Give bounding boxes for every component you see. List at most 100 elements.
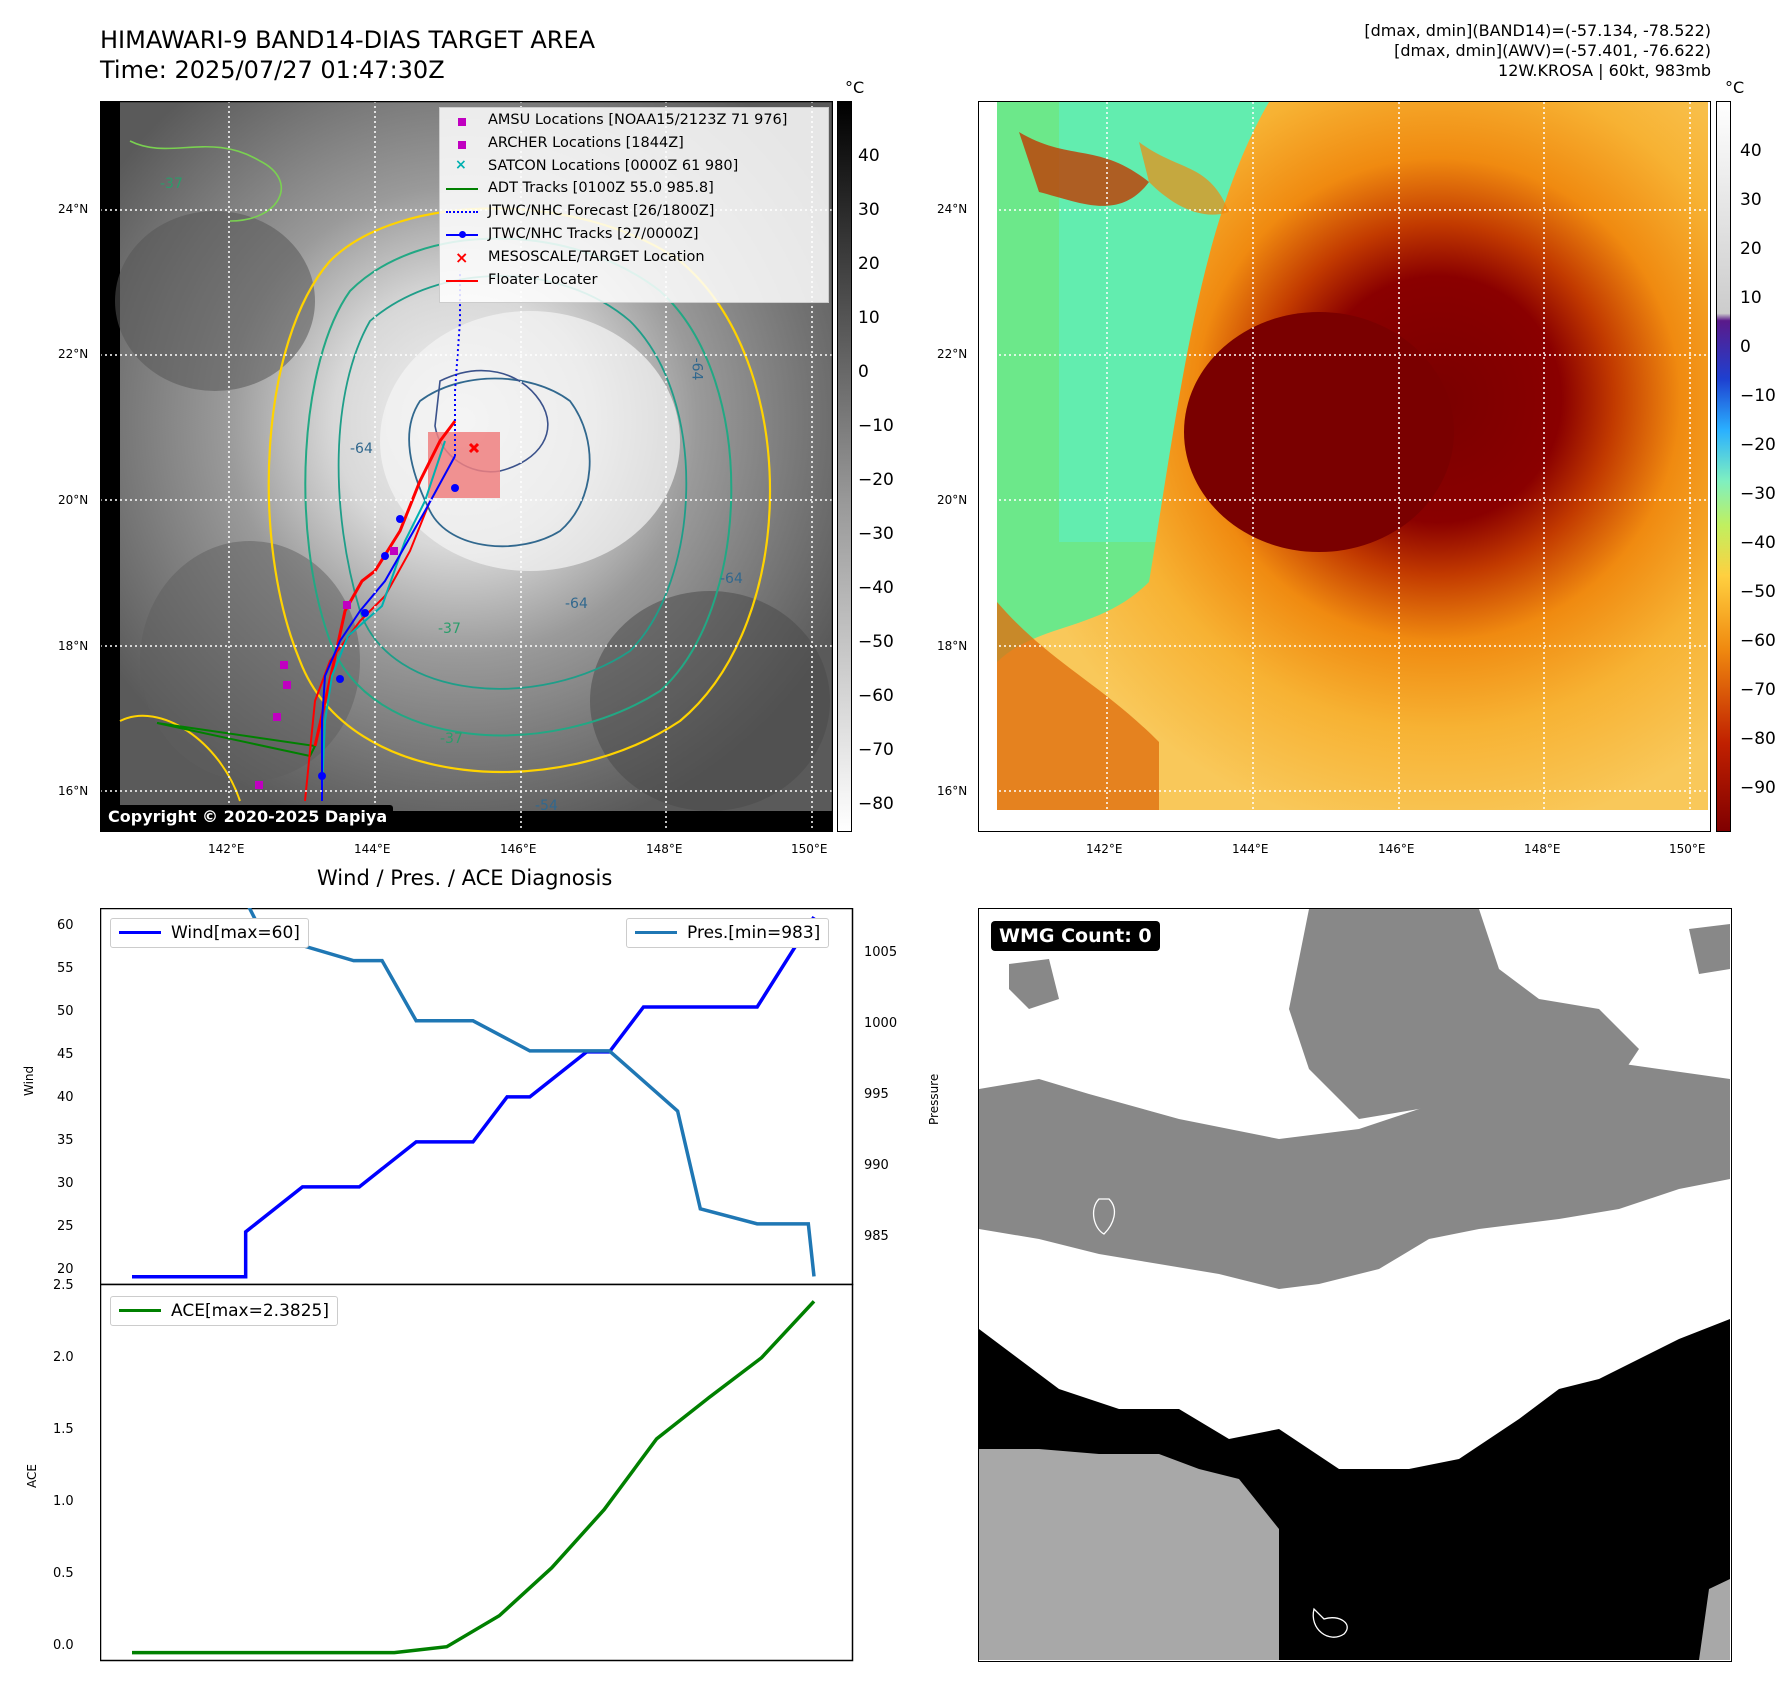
grayscale-colorbar xyxy=(837,101,852,832)
color-colorbar xyxy=(1716,101,1731,832)
pressure-legend: Pres.[min=983] xyxy=(626,918,830,948)
wmg-map-graphic xyxy=(979,909,1730,1660)
lat-label: 16°N xyxy=(937,784,968,798)
colorbar-tick: −30 xyxy=(858,524,894,544)
lat-label: 20°N xyxy=(937,493,968,507)
lon-label: 150°E xyxy=(791,842,828,856)
colorbar-tick: −80 xyxy=(1740,729,1776,749)
colorized-ir-map[interactable] xyxy=(978,101,1711,832)
pressure-tick: 990 xyxy=(864,1158,889,1173)
colorbar-tick: −70 xyxy=(858,740,894,760)
blue-line-icon xyxy=(119,931,161,934)
wind-tick: 60 xyxy=(57,918,74,933)
contour-label: -64 xyxy=(688,357,705,381)
ace-tick: 1.0 xyxy=(53,1494,74,1509)
lon-label: 144°E xyxy=(1232,842,1269,856)
colorbar-tick: −60 xyxy=(1740,631,1776,651)
colorbar-tick: 20 xyxy=(1740,239,1762,259)
lon-label: 142°E xyxy=(208,842,245,856)
blue-dot-icon xyxy=(459,231,466,238)
colorbar-tick: −20 xyxy=(858,470,894,490)
green-line-icon xyxy=(446,188,478,190)
ace-legend: ACE[max=2.3825] xyxy=(110,1296,338,1326)
lon-label: 146°E xyxy=(1378,842,1415,856)
contour-label: -37 xyxy=(440,731,463,747)
colorbar-tick: −90 xyxy=(1740,778,1776,798)
colorbar-tick: 40 xyxy=(1740,141,1762,161)
magenta-square-icon xyxy=(458,141,466,149)
legend-amsu: AMSU Locations [NOAA15/2123Z 71 976] xyxy=(488,112,788,128)
colorbar-unit: °C xyxy=(845,78,865,97)
colorbar-tick: 20 xyxy=(858,254,880,274)
wind-series xyxy=(132,916,816,1279)
ace-frame xyxy=(100,1283,854,1662)
legend-jtwc-forecast: JTWC/NHC Forecast [26/1800Z] xyxy=(488,203,715,219)
colorbar-tick: 40 xyxy=(858,146,880,166)
pressure-legend-label: Pres.[min=983] xyxy=(687,923,821,943)
ace-tick: 2.5 xyxy=(53,1278,74,1293)
ace-tick: 0.5 xyxy=(53,1566,74,1581)
lat-label: 18°N xyxy=(937,639,968,653)
wind-tick: 55 xyxy=(57,961,74,976)
wind-axis-label: Wind xyxy=(22,1065,36,1096)
colorbar-tick: −20 xyxy=(1740,435,1776,455)
red-x-icon: × xyxy=(455,248,469,267)
lon-label: 150°E xyxy=(1669,842,1706,856)
wmg-panel[interactable]: WMG Count: 0 xyxy=(978,908,1732,1662)
colorbar-tick: −60 xyxy=(858,686,894,706)
lat-label: 22°N xyxy=(937,347,968,361)
colorized-map-graphic xyxy=(979,102,1709,830)
lat-label: 24°N xyxy=(937,202,968,216)
lat-label: 18°N xyxy=(58,639,89,653)
diagnosis-chart[interactable] xyxy=(100,908,854,1662)
lon-label: 148°E xyxy=(646,842,683,856)
colorbar-tick: 10 xyxy=(1740,288,1762,308)
ace-tick: 1.5 xyxy=(53,1422,74,1437)
legend-adt: ADT Tracks [0100Z 55.0 985.8] xyxy=(488,180,714,196)
wind-tick: 25 xyxy=(57,1219,74,1234)
steelblue-line-icon xyxy=(635,931,677,934)
ir-grayscale-map[interactable]: -64 -64 -64 -37 -37 -37 -54 -64 AMSU Loc… xyxy=(99,100,834,833)
legend-mesoscale: MESOSCALE/TARGET Location xyxy=(488,249,705,265)
lat-label: 20°N xyxy=(58,493,89,507)
lon-label: 142°E xyxy=(1086,842,1123,856)
wind-tick: 30 xyxy=(57,1176,74,1191)
colorbar-tick: −40 xyxy=(858,578,894,598)
colorbar-tick: −10 xyxy=(858,416,894,436)
lat-label: 16°N xyxy=(58,784,89,798)
legend-archer: ARCHER Locations [1844Z] xyxy=(488,135,684,151)
page-title: HIMAWARI-9 BAND14-DIAS TARGET AREA xyxy=(100,26,596,54)
colorbar-tick: 10 xyxy=(858,308,880,328)
magenta-square-icon xyxy=(458,118,466,126)
contour-label: -64 xyxy=(350,441,373,457)
colorbar-tick: −30 xyxy=(1740,484,1776,504)
wind-tick: 20 xyxy=(57,1262,74,1277)
pressure-tick: 985 xyxy=(864,1229,889,1244)
green-line-icon xyxy=(119,1309,161,1312)
ace-legend-label: ACE[max=2.3825] xyxy=(171,1301,329,1321)
pressure-tick: 995 xyxy=(864,1087,889,1102)
lon-label: 144°E xyxy=(354,842,391,856)
contour-label: -37 xyxy=(160,176,183,192)
lon-label: 146°E xyxy=(500,842,537,856)
ace-series xyxy=(132,1300,816,1655)
colorbar-tick: 0 xyxy=(1740,337,1751,357)
colorbar-tick: −10 xyxy=(1740,386,1776,406)
lat-label: 22°N xyxy=(58,347,89,361)
colorbar-tick: −50 xyxy=(858,632,894,652)
wind-legend: Wind[max=60] xyxy=(110,918,309,948)
diagnosis-title: Wind / Pres. / ACE Diagnosis xyxy=(317,866,613,890)
ace-tick: 0.0 xyxy=(53,1638,74,1653)
wind-pres-frame xyxy=(100,908,854,1286)
band14-minmax: [dmax, dmin](BAND14)=(-57.134, -78.522) xyxy=(1364,21,1711,40)
colorbar-tick: −40 xyxy=(1740,533,1776,553)
ace-axis-label: ACE xyxy=(25,1464,39,1488)
wind-legend-label: Wind[max=60] xyxy=(171,923,300,943)
lat-label: 24°N xyxy=(58,202,89,216)
colorbar-tick: −80 xyxy=(858,794,894,814)
blue-dotted-line-icon xyxy=(446,211,478,213)
wind-line xyxy=(132,916,816,1279)
ace-tick: 2.0 xyxy=(53,1350,74,1365)
colorbar-tick: 30 xyxy=(1740,190,1762,210)
colorbar-tick: −70 xyxy=(1740,680,1776,700)
